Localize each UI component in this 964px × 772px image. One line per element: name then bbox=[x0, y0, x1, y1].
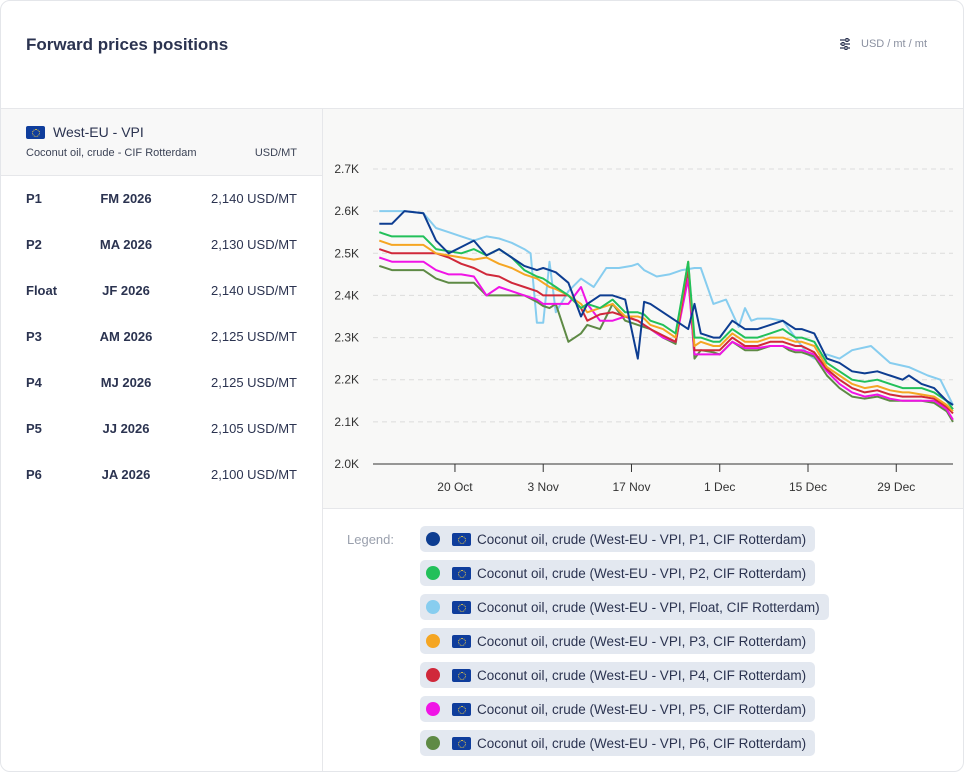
legend-item-label: Coconut oil, crude (West-EU - VPI, P3, C… bbox=[477, 633, 807, 649]
series-color-dot bbox=[426, 600, 440, 614]
series-color-dot bbox=[426, 634, 440, 648]
series-line-p1 bbox=[379, 210, 954, 406]
legend-item[interactable]: Coconut oil, crude (West-EU - VPI, P2, C… bbox=[420, 560, 816, 586]
position-name: P1 bbox=[26, 191, 42, 206]
positions-list: P1 FM 2026 2,140 USD/MT P2 MA 2026 2,130 USD/… bbox=[1, 176, 322, 498]
position-price: 2,125 USD/MT bbox=[211, 375, 297, 390]
contract-period: JJ 2026 bbox=[102, 421, 150, 436]
legend-item[interactable]: Coconut oil, crude (West-EU - VPI, P1, C… bbox=[420, 526, 816, 552]
position-row[interactable]: P3 AM 2026 2,125 USD/MT bbox=[1, 314, 322, 360]
position-price: 2,140 USD/MT bbox=[211, 283, 297, 298]
position-row[interactable]: P6 JA 2026 2,100 USD/MT bbox=[1, 452, 322, 498]
price-chart: 2.0K 2.1K 2.2K 2.3K 2.4K 2.5K 2.6K 2.7K 20 Oct 3 … bbox=[334, 162, 954, 494]
series-color-dot bbox=[426, 668, 440, 682]
position-row[interactable]: Float JF 2026 2,140 USD/MT bbox=[1, 268, 322, 314]
position-name: P6 bbox=[26, 467, 42, 482]
unit-selector-button[interactable]: USD / mt / mt bbox=[839, 38, 927, 50]
legend-item[interactable]: Coconut oil, crude (West-EU - VPI, P4, C… bbox=[420, 662, 816, 688]
eu-flag-icon bbox=[452, 736, 471, 750]
card-header: Forward prices positions USD / mt / mt bbox=[1, 1, 963, 109]
eu-flag-icon bbox=[452, 702, 471, 716]
series-color-dot bbox=[426, 566, 440, 580]
series-color-dot bbox=[426, 736, 440, 750]
series-line-p4 bbox=[378, 248, 954, 415]
legend-item-label: Coconut oil, crude (West-EU - VPI, P2, C… bbox=[477, 565, 807, 581]
unit-selector-label: USD / mt / mt bbox=[861, 38, 927, 50]
position-name: P3 bbox=[26, 329, 42, 344]
x-tick-label: 15 Dec bbox=[789, 480, 827, 494]
legend-item-label: Coconut oil, crude (West-EU - VPI, P5, C… bbox=[477, 701, 807, 717]
position-row[interactable]: P2 MA 2026 2,130 USD/MT bbox=[1, 222, 322, 268]
contract-period: AM 2026 bbox=[99, 329, 153, 344]
legend-item-label: Coconut oil, crude (West-EU - VPI, P1, C… bbox=[477, 531, 807, 547]
position-price: 2,140 USD/MT bbox=[211, 191, 297, 206]
legend-item[interactable]: Coconut oil, crude (West-EU - VPI, P6, C… bbox=[420, 730, 816, 756]
legend-item[interactable]: Coconut oil, crude (West-EU - VPI, Float… bbox=[420, 594, 829, 620]
legend-item-label: Coconut oil, crude (West-EU - VPI, P6, C… bbox=[477, 735, 807, 751]
position-price: 2,125 USD/MT bbox=[211, 329, 297, 344]
contract-period: FM 2026 bbox=[100, 191, 152, 206]
legend-item-label: Coconut oil, crude (West-EU - VPI, P4, C… bbox=[477, 667, 807, 683]
eu-flag-icon bbox=[452, 634, 471, 648]
chart-legend: Legend: Coconut oil, crude (West-EU - VP… bbox=[323, 510, 963, 771]
position-price: 2,130 USD/MT bbox=[211, 237, 297, 252]
page-title: Forward prices positions bbox=[26, 35, 229, 54]
y-tick-label: 2.3K bbox=[334, 331, 359, 345]
y-tick-label: 2.0K bbox=[334, 457, 359, 471]
product-label: Coconut oil, crude - CIF Rotterdam bbox=[26, 147, 197, 159]
y-tick-label: 2.2K bbox=[334, 373, 359, 387]
region-title: West-EU - VPI bbox=[26, 124, 144, 140]
series-line-p6 bbox=[378, 264, 954, 423]
y-tick-label: 2.7K bbox=[334, 162, 359, 176]
eu-flag-icon bbox=[452, 532, 471, 546]
position-name: Float bbox=[26, 283, 58, 298]
position-name: P2 bbox=[26, 237, 42, 252]
position-name: P5 bbox=[26, 421, 42, 436]
positions-panel: West-EU - VPI Coconut oil, crude - CIF R… bbox=[1, 109, 323, 771]
position-price: 2,100 USD/MT bbox=[211, 467, 297, 482]
series-line-float bbox=[379, 210, 954, 406]
eu-flag-icon bbox=[452, 600, 471, 614]
sliders-icon bbox=[839, 38, 851, 50]
contract-period: JA 2026 bbox=[101, 467, 151, 482]
contract-period: JF 2026 bbox=[102, 283, 150, 298]
position-row[interactable]: P4 MJ 2026 2,125 USD/MT bbox=[1, 360, 322, 406]
series-line-p3 bbox=[378, 239, 954, 413]
legend-label: Legend: bbox=[347, 532, 394, 547]
series-color-dot bbox=[426, 702, 440, 716]
y-tick-label: 2.6K bbox=[334, 204, 359, 218]
eu-flag-icon bbox=[26, 125, 45, 139]
legend-item-label: Coconut oil, crude (West-EU - VPI, Float… bbox=[477, 599, 820, 615]
y-tick-label: 2.1K bbox=[334, 415, 359, 429]
position-row[interactable]: P5 JJ 2026 2,105 USD/MT bbox=[1, 406, 322, 452]
position-price: 2,105 USD/MT bbox=[211, 421, 297, 436]
legend-item[interactable]: Coconut oil, crude (West-EU - VPI, P3, C… bbox=[420, 628, 816, 654]
x-tick-label: 20 Oct bbox=[437, 480, 473, 494]
position-row[interactable]: P1 FM 2026 2,140 USD/MT bbox=[1, 176, 322, 222]
region-label: West-EU - VPI bbox=[53, 124, 144, 140]
x-tick-label: 3 Nov bbox=[528, 480, 559, 494]
series-color-dot bbox=[426, 532, 440, 546]
y-tick-label: 2.5K bbox=[334, 246, 359, 260]
position-name: P4 bbox=[26, 375, 42, 390]
x-tick-label: 29 Dec bbox=[877, 480, 915, 494]
unit-label: USD/MT bbox=[254, 147, 297, 159]
legend-item[interactable]: Coconut oil, crude (West-EU - VPI, P5, C… bbox=[420, 696, 816, 722]
chart-area: 2.0K 2.1K 2.2K 2.3K 2.4K 2.5K 2.6K 2.7K 20 Oct 3 … bbox=[323, 109, 963, 509]
positions-panel-header: West-EU - VPI Coconut oil, crude - CIF R… bbox=[1, 109, 322, 176]
x-tick-label: 1 Dec bbox=[704, 480, 735, 494]
y-tick-label: 2.4K bbox=[334, 288, 359, 302]
eu-flag-icon bbox=[452, 566, 471, 580]
x-tick-label: 17 Nov bbox=[612, 480, 650, 494]
eu-flag-icon bbox=[452, 668, 471, 682]
contract-period: MA 2026 bbox=[99, 237, 153, 252]
contract-period: MJ 2026 bbox=[100, 375, 152, 390]
